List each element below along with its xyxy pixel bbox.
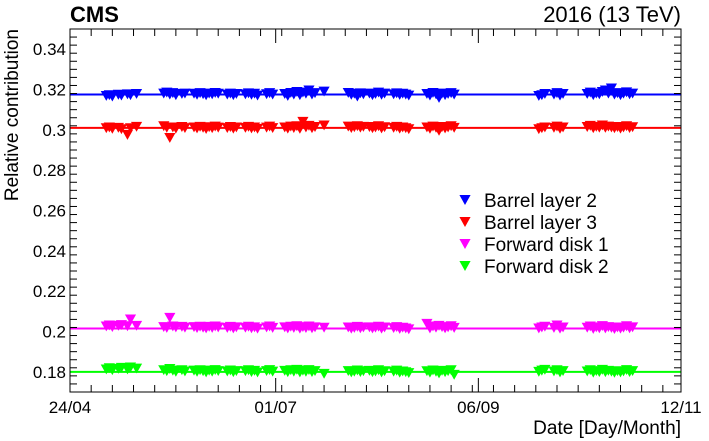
data-point (297, 116, 309, 127)
data-point (378, 366, 391, 377)
data-point (318, 120, 330, 131)
data-point (557, 366, 569, 376)
data-point (164, 132, 176, 143)
energy-label: 2016 (13 TeV) (543, 2, 681, 27)
data-point (403, 324, 415, 335)
data-point (378, 122, 391, 133)
y-tick-label: 0.34 (33, 40, 66, 59)
data-point (448, 369, 460, 380)
data-point (267, 123, 279, 133)
x-tick-label: 06/09 (457, 398, 500, 417)
data-point (130, 121, 143, 132)
data-point (627, 366, 639, 376)
data-point (403, 368, 415, 378)
data-point (309, 122, 321, 132)
y-tick-label: 0.28 (33, 161, 66, 180)
data-point (179, 366, 191, 377)
data-point (267, 322, 279, 333)
data-point (130, 363, 143, 374)
data-point (230, 322, 242, 333)
y-axis-title: Relative contribution (2, 29, 23, 201)
data-point (164, 312, 176, 323)
data-point (230, 366, 242, 376)
data-point (539, 122, 551, 133)
legend-label: Forward disk 2 (484, 257, 609, 278)
y-tick-label: 0.18 (33, 363, 66, 382)
data-point (124, 314, 137, 325)
data-point (212, 322, 224, 333)
legend-label: Forward disk 1 (484, 235, 609, 256)
legend-label: Barrel layer 2 (484, 191, 597, 212)
data-point (539, 321, 551, 332)
data-point (212, 88, 224, 99)
legend-marker (459, 261, 471, 271)
data-point (557, 122, 569, 133)
data-point (130, 320, 143, 331)
series-barrel-layer-3 (70, 116, 681, 143)
y-tick-label: 0.2 (42, 323, 66, 342)
y-tick-label: 0.32 (33, 81, 66, 100)
data-point (448, 322, 460, 333)
x-tick-label: 24/04 (49, 398, 92, 417)
data-point (179, 322, 191, 333)
legend-marker (459, 195, 471, 205)
data-point (230, 88, 242, 99)
data-point (627, 122, 639, 133)
data-point (403, 124, 415, 135)
plot-frame (69, 28, 682, 393)
data-point (378, 322, 391, 333)
data-point (251, 90, 264, 101)
y-tick-label: 0.22 (33, 282, 66, 301)
data-point (403, 90, 415, 101)
x-tick-label: 01/07 (254, 398, 297, 417)
y-tick-label: 0.24 (33, 242, 66, 261)
data-point (251, 367, 264, 378)
data-point (251, 323, 264, 334)
plot-marks (70, 83, 681, 380)
series-forward-disk-2 (70, 362, 681, 380)
data-point (230, 122, 242, 133)
experiment-label: CMS (70, 2, 119, 27)
legend-marker (459, 239, 471, 249)
axes: 0.18 0.2 0.22 0.24 0.26 0.28 0.3 0.32 0.34 24/04 0… (33, 28, 702, 417)
series-barrel-layer-2 (70, 83, 681, 103)
data-point (179, 88, 191, 99)
data-point (309, 322, 321, 333)
data-point (179, 123, 191, 133)
data-point (539, 364, 551, 375)
data-point (267, 89, 279, 100)
data-point (557, 322, 569, 333)
x-tick-label: 12/11 (660, 398, 701, 417)
data-point (318, 322, 330, 333)
data-point (378, 88, 391, 99)
data-point (115, 124, 128, 135)
data-point (318, 86, 330, 97)
data-point (627, 322, 639, 333)
data-point (212, 366, 224, 376)
data-point (627, 88, 639, 99)
data-point (448, 122, 460, 133)
legend-label: Barrel layer 3 (484, 213, 597, 234)
data-point (106, 91, 118, 102)
data-point (309, 88, 321, 99)
legend-marker (459, 217, 471, 227)
data-point (212, 122, 224, 133)
data-point (309, 366, 321, 376)
y-tick-label: 0.3 (42, 121, 66, 140)
data-point (539, 88, 551, 99)
data-point (605, 83, 618, 94)
data-point (557, 88, 569, 99)
series-forward-disk-1 (70, 312, 681, 335)
data-point (318, 368, 330, 379)
data-point (448, 89, 460, 100)
data-point (130, 88, 143, 99)
data-point (267, 366, 279, 377)
y-tick-label: 0.26 (33, 202, 66, 221)
x-axis-title: Date [Day/Month] (533, 418, 681, 439)
data-point (251, 123, 264, 134)
